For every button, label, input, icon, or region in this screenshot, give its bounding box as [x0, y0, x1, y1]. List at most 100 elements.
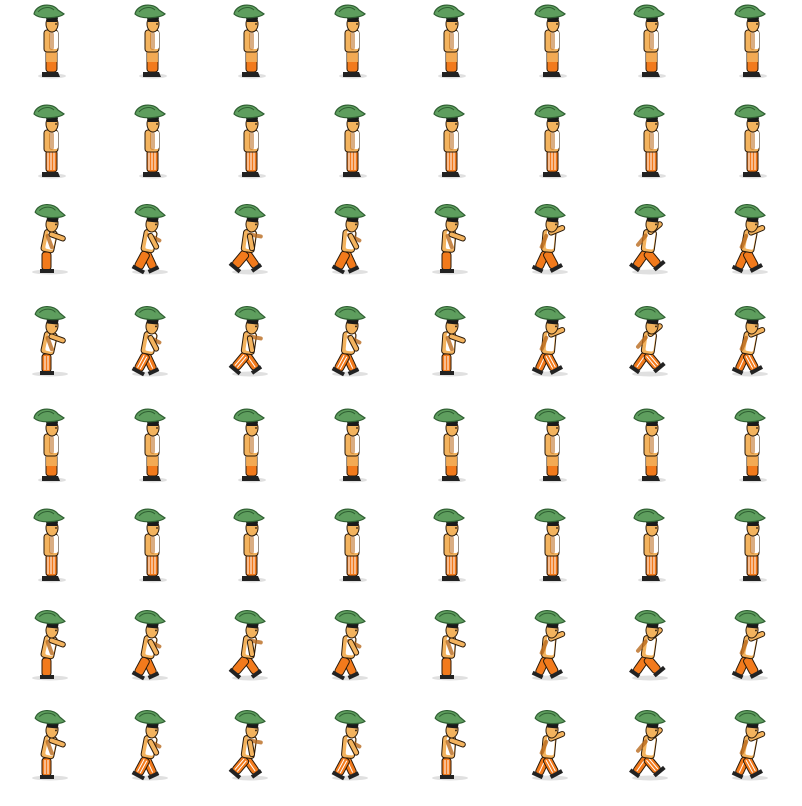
head: [233, 104, 265, 133]
character-sprite: [33, 104, 66, 179]
back-arm: [45, 233, 54, 250]
shoe: [441, 775, 454, 779]
character-sprite: [629, 203, 668, 275]
head: [434, 709, 466, 739]
character-sprite: [32, 203, 68, 275]
sprite-frame: [500, 0, 600, 100]
sprite-frame-graphic: [731, 305, 768, 377]
hat-icon: [234, 709, 266, 725]
hat-icon: [134, 609, 166, 625]
character-sprite: [131, 609, 168, 681]
sprite-frame: [700, 504, 800, 604]
sprite-frame-graphic: [432, 203, 468, 275]
shoe: [147, 265, 160, 274]
shoe: [147, 367, 160, 376]
sprite-frame: [0, 504, 100, 604]
sprite-frame: [100, 200, 200, 300]
character-sprite: [734, 408, 767, 483]
head: [134, 305, 166, 335]
character-sprite: [32, 609, 68, 681]
sprite-frame: [0, 0, 100, 100]
front-arm: [48, 637, 66, 648]
shirt: [645, 333, 656, 352]
sprite-frame: [400, 0, 500, 100]
character-sprite: [131, 305, 168, 377]
shoe: [653, 361, 666, 374]
sprite-frame: [400, 404, 500, 504]
front-leg: [41, 757, 54, 779]
shirt: [645, 737, 656, 756]
shoe: [343, 576, 361, 581]
shoe: [442, 72, 460, 77]
sprite-frame: [700, 200, 800, 300]
sprite-frame: [200, 200, 300, 300]
arm: [550, 32, 555, 50]
shoe: [743, 72, 761, 77]
hat-icon: [134, 709, 166, 725]
head: [34, 709, 66, 739]
hat-icon: [634, 305, 666, 321]
sprite-frame: [300, 404, 400, 504]
arm: [750, 132, 755, 150]
hat-icon: [534, 4, 566, 19]
character-sprite: [131, 709, 168, 781]
head: [734, 104, 766, 133]
hat-icon: [134, 508, 166, 523]
sprite-row-run: [0, 302, 802, 402]
head: [334, 508, 366, 537]
character-sprite: [134, 4, 167, 79]
shoe: [147, 771, 160, 780]
shoe: [343, 476, 361, 481]
arm: [49, 132, 54, 150]
sprite-frame-graphic: [233, 508, 266, 583]
front-arm: [48, 737, 66, 748]
head: [234, 709, 266, 739]
sprite-frame-graphic: [433, 408, 466, 483]
front-leg: [331, 756, 350, 781]
character-sprite: [134, 104, 167, 179]
back-arm: [45, 739, 54, 756]
sprite-frame: [600, 302, 700, 402]
sprite-frame: [500, 100, 600, 200]
head: [234, 305, 266, 335]
head: [33, 104, 65, 133]
sprite-frame: [500, 606, 600, 706]
head: [134, 408, 166, 437]
sprite-frame-graphic: [32, 305, 68, 377]
sprite-frame: [200, 100, 300, 200]
hat-icon: [334, 609, 366, 625]
shoe: [42, 576, 60, 581]
character-sprite: [633, 408, 666, 483]
head: [234, 609, 266, 639]
hat-icon: [534, 609, 566, 625]
sprite-row-stand: [0, 100, 802, 200]
character-sprite: [334, 508, 367, 583]
hat-icon: [334, 4, 366, 19]
sprite-frame-graphic: [233, 104, 266, 179]
head: [433, 508, 465, 537]
sprite-frame: [200, 0, 300, 100]
front-arm: [448, 637, 466, 648]
back-arm: [539, 233, 549, 249]
sprite-frame: [300, 200, 400, 300]
sprite-frame-graphic: [32, 709, 68, 781]
hat-icon: [33, 104, 65, 119]
front-leg: [643, 249, 666, 272]
head: [334, 305, 366, 335]
front-arm: [48, 333, 66, 344]
sprite-frame-graphic: [534, 408, 567, 483]
hat-icon: [534, 408, 566, 423]
head: [233, 508, 265, 537]
hat-icon: [33, 508, 65, 523]
front-arm: [347, 738, 360, 756]
sprite-frame-graphic: [131, 609, 168, 681]
sprite-frame: [600, 606, 700, 706]
character-sprite: [633, 4, 666, 79]
sprite-frame: [400, 706, 500, 806]
character-sprite: [629, 709, 668, 781]
shoe: [331, 264, 345, 275]
sprite-frame: [0, 302, 100, 402]
head: [134, 203, 166, 233]
shoe: [653, 665, 666, 678]
sprite-row-stand: [0, 504, 802, 604]
